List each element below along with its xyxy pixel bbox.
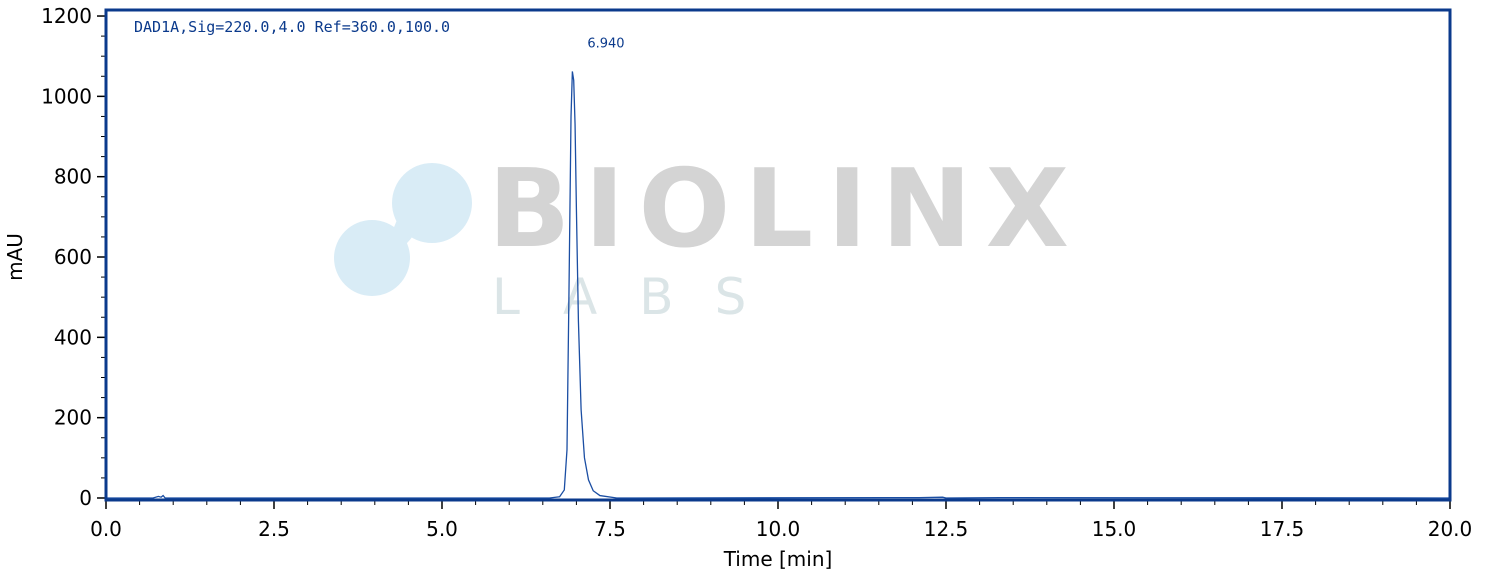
x-tick-label: 15.0 <box>1092 517 1137 541</box>
signal-trace <box>106 71 1451 499</box>
x-tick-label: 17.5 <box>1260 517 1305 541</box>
watermark-sub-text: LABS <box>492 268 788 326</box>
y-tick-label: 1200 <box>41 4 92 28</box>
x-tick-label: 0.0 <box>90 517 122 541</box>
y-tick-label: 400 <box>54 325 92 349</box>
x-tick-label: 5.0 <box>426 517 458 541</box>
watermark-brand-text: BIOLINX <box>488 147 1083 272</box>
y-tick-label: 600 <box>54 245 92 269</box>
x-tick-label: 10.0 <box>756 517 801 541</box>
y-axis-title: mAU <box>3 233 27 281</box>
plot-frame <box>104 8 1452 502</box>
x-tick-label: 12.5 <box>924 517 969 541</box>
x-tick-label: 2.5 <box>258 517 290 541</box>
y-tick-label: 200 <box>54 406 92 430</box>
y-tick-label: 1000 <box>41 84 92 108</box>
x-axis-title: Time [min] <box>723 547 833 571</box>
peak-label: 6.940 <box>587 36 624 51</box>
biolinx-logo-icon <box>334 163 472 296</box>
biolinx-watermark: BIOLINX LABS <box>334 147 1083 326</box>
signal-label: DAD1A,Sig=220.0,4.0 Ref=360.0,100.0 <box>134 18 450 36</box>
y-tick-label: 800 <box>54 165 92 189</box>
axis-ticks: 0.0 2.5 5.0 7.5 10.0 12.5 15.0 17.5 20.0 0 200 400 6… <box>41 4 1472 541</box>
x-tick-label: 7.5 <box>594 517 626 541</box>
x-tick-label: 20.0 <box>1428 517 1473 541</box>
y-tick-label: 0 <box>79 486 92 510</box>
